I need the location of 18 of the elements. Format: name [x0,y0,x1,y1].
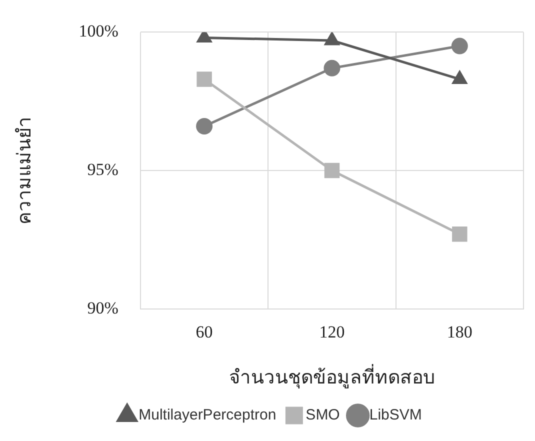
x-axis-title: จำนวนชุดข้อมูลที่ทดสอบ [228,364,435,390]
legend-label: SMO [306,406,340,424]
point [451,38,468,54]
x-tick-label: 180 [446,322,472,342]
legend-label: LibSVM [369,406,422,424]
x-tick-label: 60 [196,322,213,342]
point [324,60,340,76]
y-tick-label: 90% [87,298,118,318]
y-tick-label: 95% [87,160,118,179]
point [196,72,212,87]
point [324,162,340,178]
x-tick-label: 120 [319,322,345,342]
y-axis-title: ความแม่นยำ [14,116,36,224]
y-tick-label: 100% [78,22,118,41]
point [196,118,213,134]
point [324,32,340,46]
legend-label: MultilayerPerceptron [138,406,276,424]
point [452,226,468,242]
